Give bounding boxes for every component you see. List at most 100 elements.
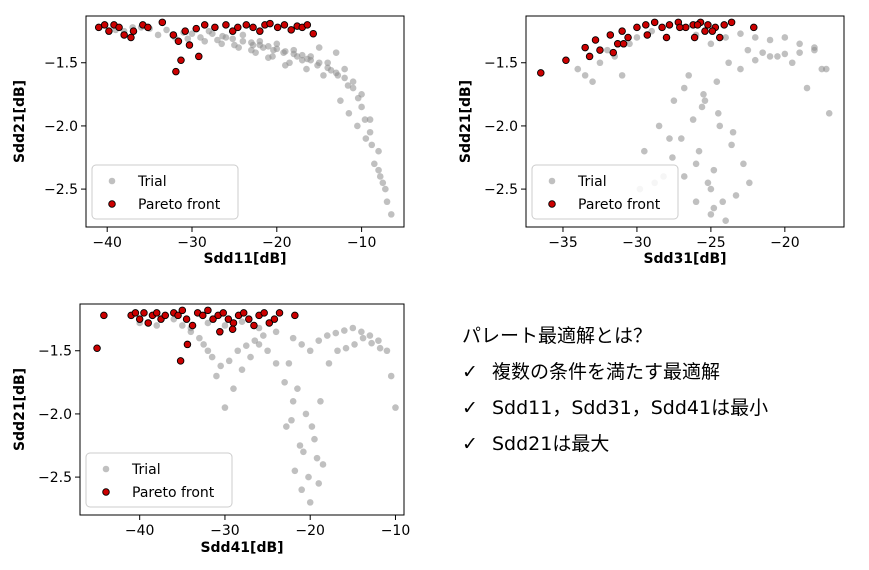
- trial-point: [265, 43, 272, 50]
- pareto-point: [260, 309, 268, 317]
- pareto-point: [174, 311, 182, 320]
- trial-point: [383, 198, 391, 206]
- trial-point: [375, 166, 382, 174]
- trial-point: [803, 84, 811, 92]
- x-tick-label: −10: [347, 235, 377, 251]
- trial-point: [196, 334, 203, 342]
- trial-point: [197, 34, 204, 41]
- trial-point: [701, 97, 709, 104]
- pareto-point: [690, 33, 699, 42]
- trial-point: [351, 341, 358, 348]
- trial-point: [358, 103, 365, 111]
- trial-point: [774, 53, 781, 60]
- scatter-chart-2: −35 −30 −25 −20 −2.5 −2.0 −1.5 Sdd31[dB] Sdd21[d…: [458, 15, 845, 267]
- trial-point: [376, 173, 384, 180]
- trial-point: [695, 147, 703, 155]
- trial-point: [187, 328, 195, 336]
- pareto-point: [591, 36, 600, 44]
- trial-point: [332, 329, 340, 337]
- legend-box: [91, 164, 239, 220]
- trial-point: [342, 344, 350, 352]
- trial-point: [698, 103, 706, 111]
- pareto-point: [581, 43, 589, 52]
- trial-point: [707, 40, 715, 48]
- trial-point: [314, 61, 321, 69]
- notes-item: ✓ 複数の条件を満たす最適解: [462, 354, 862, 390]
- trial-point: [252, 49, 259, 56]
- trial-point: [332, 49, 340, 56]
- pareto-point: [105, 27, 113, 35]
- trial-point: [337, 97, 344, 104]
- trial-point: [375, 147, 382, 155]
- pareto-point: [275, 309, 284, 317]
- pareto-point: [181, 27, 189, 35]
- y-tick-label: −2.0: [484, 119, 518, 135]
- pareto-point: [665, 21, 674, 29]
- trial-point: [294, 385, 301, 392]
- pareto-point: [176, 357, 185, 365]
- x-tick-label: −30: [210, 523, 240, 539]
- pareto-point: [199, 311, 207, 320]
- trial-point: [285, 360, 293, 367]
- legend-box: [531, 164, 679, 220]
- trial-point: [392, 404, 399, 411]
- trial-point: [201, 37, 209, 45]
- trial-point: [229, 35, 237, 43]
- trial-point: [719, 198, 727, 206]
- pareto-point: [140, 309, 148, 317]
- y-tick-label: −1.5: [484, 56, 518, 72]
- pareto-point: [100, 311, 108, 320]
- pareto-point: [596, 46, 604, 54]
- pareto-point: [239, 309, 248, 317]
- legend-marker-trial: [108, 177, 116, 185]
- pareto-point: [658, 23, 666, 32]
- pareto-point: [562, 56, 570, 64]
- notes-item-text: 複数の条件を満たす最適解: [492, 361, 721, 383]
- pareto-point: [131, 309, 140, 317]
- y-tick-label: −2.0: [44, 119, 78, 135]
- trial-point: [581, 72, 589, 79]
- trial-point: [179, 322, 186, 329]
- pareto-point: [183, 340, 192, 349]
- trial-point: [358, 328, 365, 336]
- trial-point: [154, 31, 162, 39]
- trial-point: [655, 122, 663, 130]
- trial-point: [217, 362, 224, 370]
- legend-label-pareto: Pareto front: [578, 197, 661, 213]
- trial-point: [781, 50, 789, 58]
- trial-point: [298, 51, 306, 59]
- trial-point: [260, 332, 267, 339]
- y-tick-label: −1.5: [38, 344, 72, 360]
- trial-point: [781, 34, 789, 41]
- trial-point: [383, 347, 391, 355]
- y-axis-label: Sdd21[dB]: [458, 80, 474, 163]
- trial-point: [713, 78, 721, 86]
- legend-label-pareto: Pareto front: [138, 197, 221, 213]
- trial-point: [722, 34, 729, 41]
- trial-point: [354, 122, 361, 130]
- pareto-point: [120, 31, 128, 39]
- trial-point: [618, 72, 626, 79]
- pareto-point: [127, 33, 135, 42]
- pareto-point: [280, 21, 289, 29]
- pareto-point: [115, 23, 123, 32]
- trial-point: [626, 40, 633, 48]
- trial-point: [269, 53, 276, 60]
- legend-marker-pareto: [108, 200, 116, 208]
- y-axis-label: Sdd21[dB]: [12, 80, 28, 163]
- notes-title: パレート最適解とは？: [462, 325, 653, 347]
- legend-label-pareto: Pareto front: [132, 485, 215, 501]
- scatter-chart-3: −40 −30 −20 −10 −2.5 −2.0 −1.5 Sdd41[dB] Sdd21[d…: [12, 303, 410, 556]
- trial-point: [700, 91, 707, 98]
- trial-point: [204, 319, 212, 327]
- pareto-point: [234, 23, 242, 32]
- trial-point: [788, 59, 796, 67]
- pareto-point: [219, 309, 227, 317]
- pareto-point: [129, 27, 138, 35]
- trial-point: [710, 204, 718, 212]
- x-tick-label: −40: [125, 523, 155, 539]
- trial-point: [291, 467, 299, 475]
- pareto-point: [169, 31, 178, 39]
- pareto-point: [209, 315, 217, 323]
- trial-point: [298, 341, 305, 348]
